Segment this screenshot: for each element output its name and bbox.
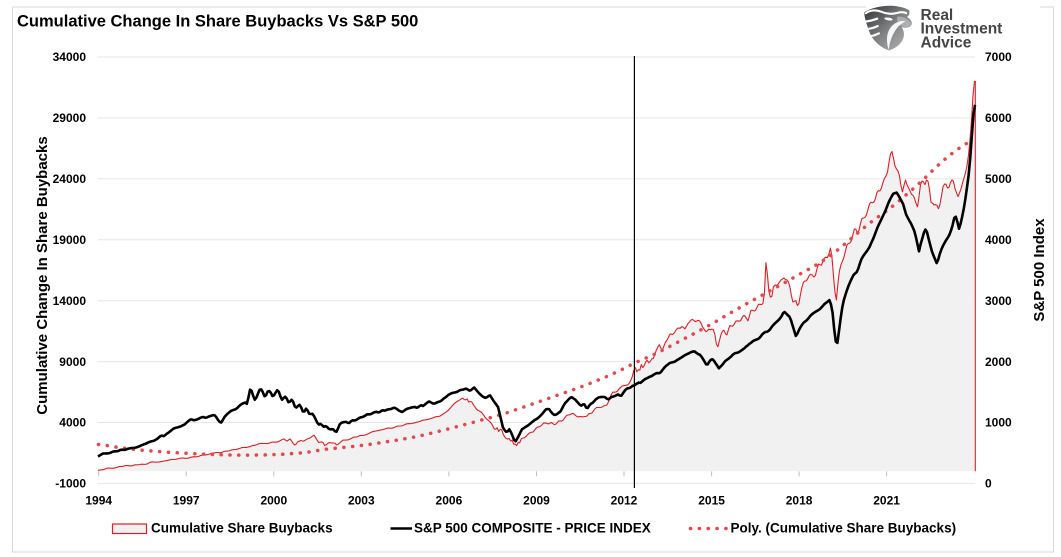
svg-text:7000: 7000: [985, 50, 1012, 64]
svg-text:Poly. (Cumulative Share Buybac: Poly. (Cumulative Share Buybacks): [731, 520, 957, 535]
svg-text:14000: 14000: [53, 294, 87, 308]
svg-text:Investment: Investment: [921, 21, 1003, 38]
svg-text:Cumulative Change In Share Buy: Cumulative Change In Share Buybacks: [34, 136, 51, 414]
svg-text:2003: 2003: [348, 494, 375, 508]
svg-text:Cumulative Change In Share Buy: Cumulative Change In Share Buybacks Vs S…: [17, 13, 418, 31]
svg-text:29000: 29000: [53, 111, 87, 125]
svg-text:Real: Real: [921, 7, 954, 24]
svg-text:19000: 19000: [53, 233, 87, 247]
svg-text:4000: 4000: [985, 233, 1012, 247]
svg-text:4000: 4000: [59, 416, 86, 430]
svg-text:34000: 34000: [53, 50, 87, 64]
svg-text:2000: 2000: [985, 355, 1012, 369]
svg-text:6000: 6000: [985, 111, 1012, 125]
svg-text:0: 0: [985, 477, 992, 491]
svg-text:1000: 1000: [985, 416, 1012, 430]
svg-text:2021: 2021: [873, 494, 900, 508]
svg-text:2006: 2006: [436, 494, 463, 508]
svg-text:1997: 1997: [173, 494, 200, 508]
svg-text:Advice: Advice: [921, 35, 972, 52]
svg-text:2012: 2012: [611, 494, 638, 508]
svg-text:3000: 3000: [985, 294, 1012, 308]
svg-text:Cumulative Share Buybacks: Cumulative Share Buybacks: [151, 520, 333, 535]
svg-text:2018: 2018: [786, 494, 813, 508]
svg-text:S&P 500 COMPOSITE - PRICE INDE: S&P 500 COMPOSITE - PRICE INDEX: [414, 520, 651, 535]
svg-text:2009: 2009: [523, 494, 550, 508]
svg-text:-1000: -1000: [55, 477, 86, 491]
svg-text:2000: 2000: [260, 494, 287, 508]
svg-text:S&P 500 Index: S&P 500 Index: [1031, 218, 1048, 322]
svg-text:9000: 9000: [59, 355, 86, 369]
svg-text:1994: 1994: [85, 494, 112, 508]
svg-text:2015: 2015: [698, 494, 725, 508]
svg-text:5000: 5000: [985, 172, 1012, 186]
svg-text:24000: 24000: [53, 172, 87, 186]
